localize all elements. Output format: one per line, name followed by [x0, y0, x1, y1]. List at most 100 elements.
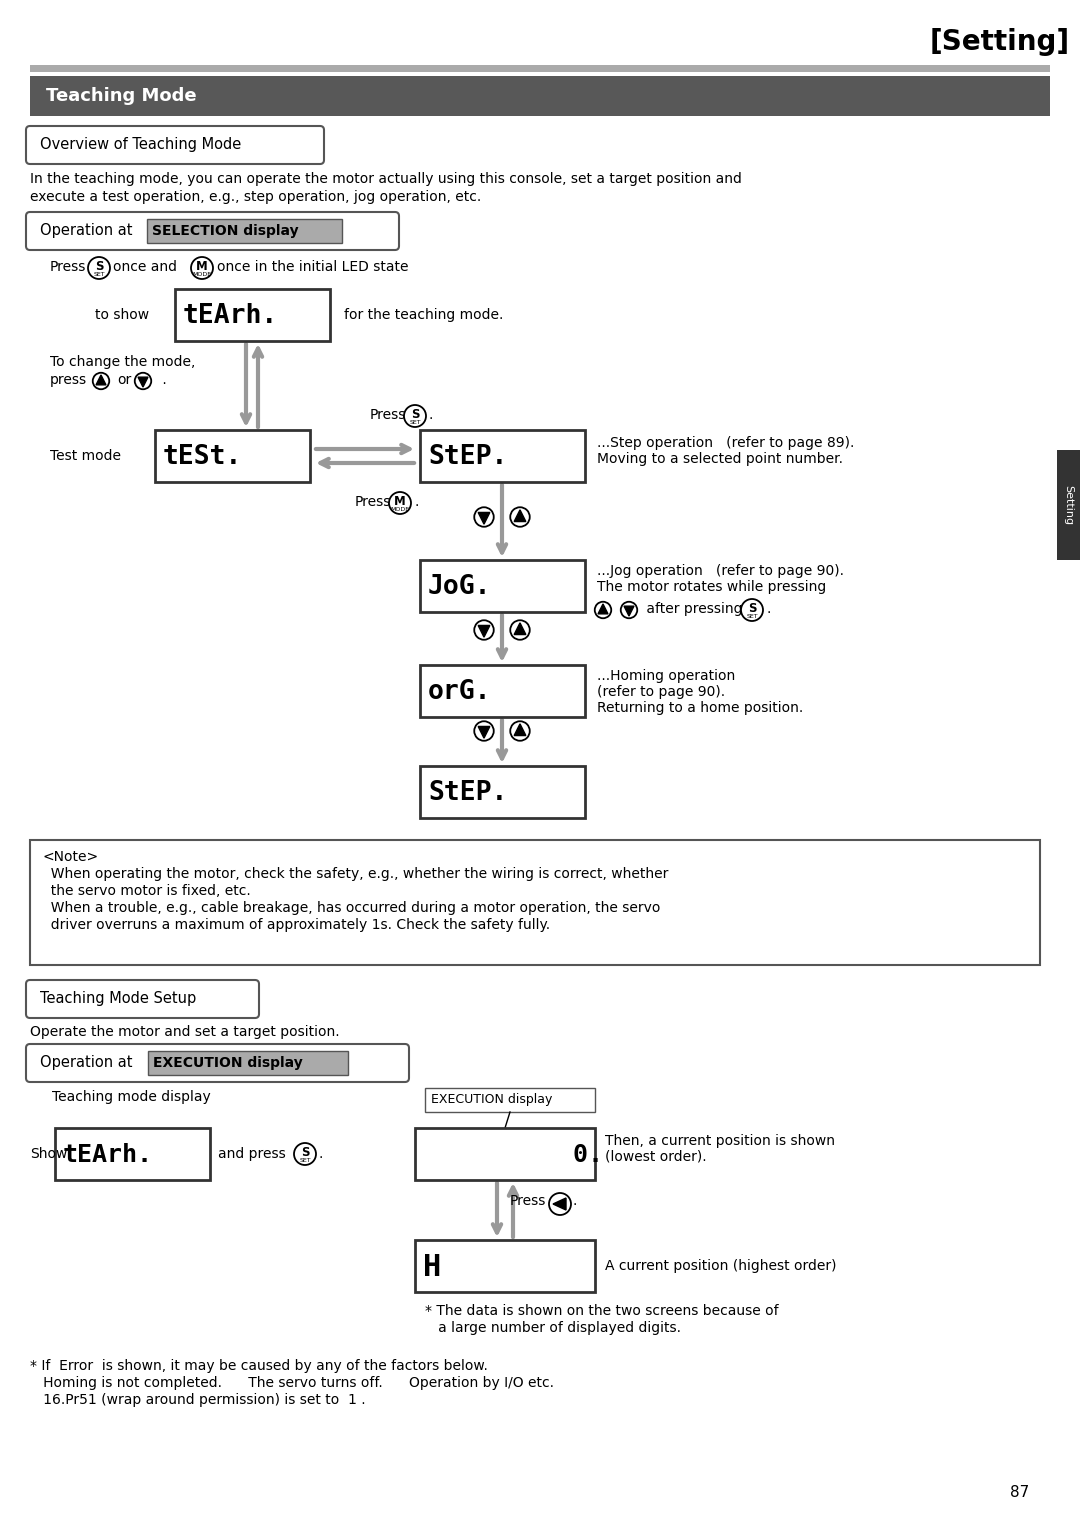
Bar	[30, 76, 1050, 116]
Text: for the teaching mode.: for the teaching mode.	[345, 309, 503, 322]
Text: (refer to page 90).: (refer to page 90).	[597, 685, 725, 698]
Text: StEP.: StEP.	[428, 445, 508, 471]
Text: ...Step operation   (refer to page 89).: ...Step operation (refer to page 89).	[597, 435, 854, 451]
Polygon shape	[138, 377, 148, 387]
Text: StEP.: StEP.	[428, 779, 508, 807]
Text: or: or	[117, 373, 132, 387]
Text: S: S	[747, 602, 756, 616]
Circle shape	[191, 257, 213, 280]
Text: .: .	[573, 1193, 578, 1209]
Text: [Setting]: [Setting]	[930, 28, 1070, 57]
Text: SET: SET	[746, 614, 758, 619]
Text: .: .	[429, 408, 433, 422]
Text: Teaching Mode Setup: Teaching Mode Setup	[40, 992, 197, 1007]
Text: S: S	[95, 260, 104, 274]
Bar	[148, 1051, 348, 1076]
Circle shape	[474, 721, 494, 741]
Text: orG.: orG.	[428, 678, 491, 704]
Bar	[156, 429, 310, 481]
Text: MODE: MODE	[192, 272, 212, 277]
Text: Homing is not completed.      The servo turns off.      Operation by I/O etc.: Homing is not completed. The servo turns…	[30, 1377, 554, 1390]
Text: driver overruns a maximum of approximately 1s. Check the safety fully.: driver overruns a maximum of approximate…	[42, 918, 550, 932]
Text: Operation at: Operation at	[40, 223, 133, 238]
Text: To change the mode,: To change the mode,	[50, 354, 195, 368]
Text: after pressing: after pressing	[642, 602, 743, 616]
Text: Press: Press	[50, 260, 86, 274]
Text: In the teaching mode, you can operate the motor actually using this console, set: In the teaching mode, you can operate th…	[30, 173, 742, 186]
FancyBboxPatch shape	[26, 125, 324, 163]
Text: Show: Show	[30, 1148, 67, 1161]
Bar	[420, 559, 585, 613]
Bar	[420, 429, 585, 481]
Text: SET: SET	[93, 272, 105, 277]
Bar	[55, 1128, 210, 1180]
Bar	[1057, 451, 1080, 559]
Text: once and: once and	[113, 260, 177, 274]
Text: .: .	[766, 602, 770, 616]
Text: Moving to a selected point number.: Moving to a selected point number.	[597, 452, 843, 466]
Text: to show: to show	[95, 309, 149, 322]
Text: S: S	[410, 408, 419, 422]
Circle shape	[510, 507, 530, 527]
Polygon shape	[514, 510, 526, 521]
Text: SET: SET	[299, 1158, 311, 1163]
Bar	[420, 766, 585, 817]
Text: 87: 87	[1011, 1485, 1029, 1500]
Circle shape	[93, 373, 109, 390]
Text: .: .	[319, 1148, 323, 1161]
Text: Operation at: Operation at	[40, 1056, 133, 1071]
Text: .: .	[158, 373, 166, 387]
Circle shape	[474, 507, 494, 527]
Circle shape	[404, 405, 426, 426]
Text: JoG.: JoG.	[428, 575, 491, 601]
Text: Then, a current position is shown: Then, a current position is shown	[605, 1134, 835, 1148]
Text: M: M	[394, 495, 406, 509]
Text: SET: SET	[409, 420, 421, 425]
Bar	[147, 219, 342, 243]
Text: When a trouble, e.g., cable breakage, has occurred during a motor operation, the: When a trouble, e.g., cable breakage, ha…	[42, 902, 660, 915]
Text: SELECTION display: SELECTION display	[152, 225, 299, 238]
Text: press: press	[50, 373, 87, 387]
Text: (lowest order).: (lowest order).	[605, 1151, 706, 1164]
Text: EXECUTION display: EXECUTION display	[431, 1094, 552, 1106]
Text: Test mode: Test mode	[50, 449, 121, 463]
Text: When operating the motor, check the safety, e.g., whether the wiring is correct,: When operating the motor, check the safe…	[42, 866, 669, 882]
Polygon shape	[478, 512, 490, 524]
Text: Teaching Mode: Teaching Mode	[46, 87, 197, 105]
Text: Press: Press	[510, 1193, 546, 1209]
Text: The motor rotates while pressing: The motor rotates while pressing	[597, 581, 826, 594]
Text: tESt.: tESt.	[163, 445, 242, 471]
FancyBboxPatch shape	[26, 979, 259, 1018]
Bar	[30, 66, 1050, 72]
Circle shape	[549, 1193, 571, 1215]
Circle shape	[595, 602, 611, 619]
Bar	[415, 1128, 595, 1180]
Bar	[420, 665, 585, 717]
Polygon shape	[624, 607, 634, 616]
Text: H: H	[423, 1253, 442, 1282]
Text: ...Jog operation   (refer to page 90).: ...Jog operation (refer to page 90).	[597, 564, 843, 578]
Circle shape	[510, 620, 530, 640]
Text: 16.Pr51 (wrap around permission) is set to  1 .: 16.Pr51 (wrap around permission) is set …	[30, 1394, 366, 1407]
Text: the servo motor is fixed, etc.: the servo motor is fixed, etc.	[42, 885, 251, 898]
Polygon shape	[96, 374, 106, 385]
Circle shape	[510, 721, 530, 741]
Text: MODE: MODE	[391, 507, 409, 512]
Bar	[426, 1088, 595, 1112]
Polygon shape	[478, 625, 490, 637]
Circle shape	[135, 373, 151, 390]
Polygon shape	[514, 724, 526, 735]
Text: and press: and press	[218, 1148, 286, 1161]
Circle shape	[389, 492, 411, 513]
Circle shape	[87, 257, 110, 280]
Text: execute a test operation, e.g., step operation, jog operation, etc.: execute a test operation, e.g., step ope…	[30, 189, 482, 205]
Text: ...Homing operation: ...Homing operation	[597, 669, 735, 683]
Text: tEArh.: tEArh.	[183, 303, 279, 329]
Text: S: S	[300, 1146, 309, 1160]
Text: tEArh.: tEArh.	[63, 1143, 153, 1167]
Circle shape	[294, 1143, 316, 1164]
Circle shape	[474, 620, 494, 640]
Text: Press: Press	[370, 408, 406, 422]
Text: a large number of displayed digits.: a large number of displayed digits.	[426, 1322, 681, 1335]
Text: A current position (highest order): A current position (highest order)	[605, 1259, 837, 1273]
